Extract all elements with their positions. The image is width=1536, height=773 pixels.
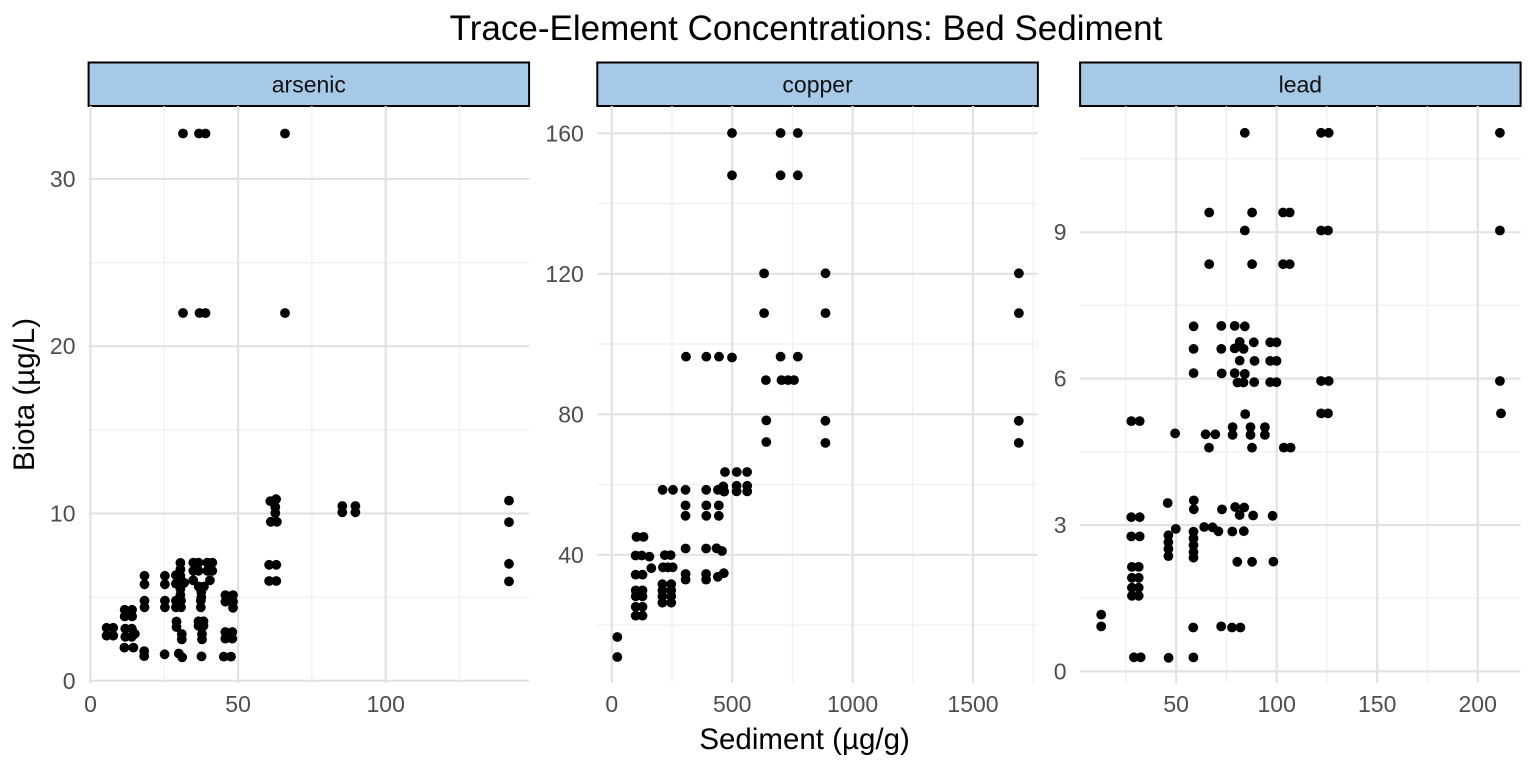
svg-text:9: 9 [1054,219,1067,245]
svg-text:lead: lead [1279,72,1322,98]
svg-text:0: 0 [84,691,97,717]
svg-text:150: 150 [1358,691,1396,717]
svg-text:arsenic: arsenic [272,72,346,98]
svg-text:40: 40 [558,542,584,568]
svg-text:80: 80 [558,401,584,427]
svg-text:10: 10 [50,501,76,527]
svg-text:100: 100 [1258,691,1296,717]
svg-text:1000: 1000 [827,691,878,717]
svg-text:Sediment (µg/g): Sediment (µg/g) [699,723,909,756]
svg-text:200: 200 [1459,691,1497,717]
svg-text:30: 30 [50,166,76,192]
svg-text:1500: 1500 [947,691,998,717]
svg-text:50: 50 [1163,691,1189,717]
svg-text:500: 500 [713,691,751,717]
svg-text:3: 3 [1054,512,1067,538]
svg-text:50: 50 [225,691,251,717]
svg-text:0: 0 [605,691,618,717]
svg-text:100: 100 [367,691,405,717]
svg-text:Trace-Element Concentrations:: Trace-Element Concentrations: Bed Sedime… [450,9,1163,48]
svg-text:160: 160 [545,120,583,146]
svg-text:Biota (µg/L): Biota (µg/L) [8,318,41,471]
svg-text:0: 0 [1054,658,1067,684]
svg-text:20: 20 [50,333,76,359]
svg-text:0: 0 [63,668,76,694]
svg-text:6: 6 [1054,366,1067,392]
svg-text:copper: copper [782,72,853,98]
svg-text:120: 120 [545,261,583,287]
